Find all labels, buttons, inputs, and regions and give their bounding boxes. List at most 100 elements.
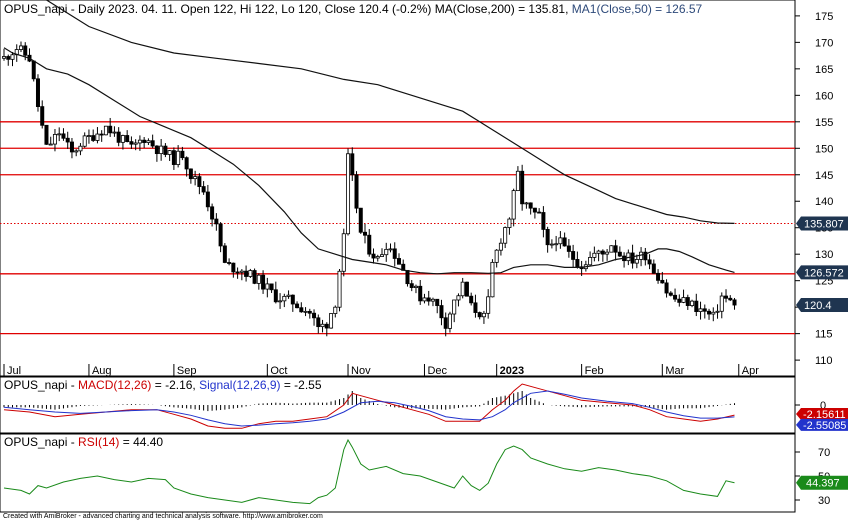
candle bbox=[537, 208, 542, 214]
candle bbox=[613, 239, 618, 261]
candle bbox=[324, 322, 329, 337]
x-tick-label: Sep bbox=[177, 365, 197, 377]
candle bbox=[375, 254, 380, 262]
candle bbox=[396, 253, 401, 265]
candle bbox=[477, 311, 482, 320]
candle bbox=[409, 280, 414, 292]
candle bbox=[363, 223, 368, 244]
last-value-badge: 126.572 bbox=[796, 265, 848, 280]
candle bbox=[222, 243, 227, 264]
candle bbox=[379, 248, 384, 257]
candle bbox=[681, 289, 686, 304]
candle bbox=[371, 248, 376, 264]
candle bbox=[566, 239, 571, 258]
candle bbox=[273, 281, 278, 304]
candle bbox=[724, 289, 729, 303]
candle bbox=[460, 277, 465, 299]
date-x-axis: Jul Aug Sep Oct Nov Dec 2023 Feb Mar Apr bbox=[3, 364, 759, 377]
candle bbox=[346, 148, 351, 236]
candle bbox=[562, 232, 567, 247]
y-tick-label: 155 bbox=[815, 117, 833, 129]
candle bbox=[426, 290, 431, 306]
candle bbox=[193, 170, 198, 186]
x-tick-label: Aug bbox=[92, 365, 112, 377]
y-tick-label: 160 bbox=[815, 90, 833, 102]
candle bbox=[142, 137, 147, 149]
candle bbox=[205, 184, 210, 212]
y-tick-label: 175 bbox=[815, 11, 833, 23]
rsi-tick-label: 30 bbox=[818, 495, 830, 507]
candle bbox=[617, 246, 622, 257]
svg-text:126.572: 126.572 bbox=[804, 267, 844, 279]
candle bbox=[163, 143, 168, 158]
candle bbox=[201, 181, 206, 195]
candle bbox=[481, 310, 486, 324]
candle bbox=[592, 246, 597, 262]
candle bbox=[384, 242, 389, 262]
candle bbox=[171, 147, 176, 170]
x-tick-label: Nov bbox=[351, 365, 371, 377]
candle bbox=[269, 283, 274, 293]
candle bbox=[35, 74, 40, 112]
candle bbox=[702, 304, 707, 319]
rsi-last-value-badges: 44.397 bbox=[796, 475, 848, 490]
candle bbox=[61, 128, 66, 141]
credit-footer: Created with AmiBroker - advanced charti… bbox=[3, 513, 323, 520]
ma200-line bbox=[46, 0, 735, 224]
y-tick-label: 115 bbox=[815, 329, 833, 341]
candle bbox=[715, 304, 720, 319]
candle bbox=[299, 302, 304, 313]
svg-text:-2.55085: -2.55085 bbox=[803, 420, 846, 432]
candle bbox=[439, 299, 444, 326]
candle bbox=[677, 294, 682, 307]
x-tick-label: Dec bbox=[427, 365, 447, 377]
candle bbox=[239, 269, 244, 281]
candle bbox=[95, 127, 100, 144]
macd-tick-label: 0 bbox=[820, 400, 826, 412]
ma50-line bbox=[3, 47, 735, 275]
last-value-badge: 120.4 bbox=[796, 298, 848, 313]
candle bbox=[668, 291, 673, 297]
candle bbox=[571, 244, 576, 268]
candle bbox=[303, 307, 308, 317]
candle bbox=[609, 245, 614, 253]
candle bbox=[358, 207, 363, 234]
candle bbox=[664, 279, 669, 298]
candle bbox=[651, 259, 656, 274]
candle bbox=[146, 138, 151, 145]
candle bbox=[588, 251, 593, 266]
candle bbox=[18, 41, 23, 53]
candle bbox=[575, 251, 580, 269]
candle bbox=[74, 149, 79, 157]
macd-value-badge: -2.15611 bbox=[796, 408, 848, 421]
candle bbox=[673, 288, 678, 302]
x-tick-label: Apr bbox=[742, 365, 759, 377]
candle bbox=[498, 238, 503, 256]
price-last-value-badges: 135.807 126.572 120.4 bbox=[796, 216, 848, 313]
candle bbox=[520, 164, 525, 211]
candle bbox=[447, 311, 452, 333]
rsi-panel: OPUS_napi - RSI(14) = 44.40 305070 44.39… bbox=[0, 433, 848, 513]
candle bbox=[707, 308, 712, 320]
x-tick-label: 2023 bbox=[500, 365, 524, 377]
candle bbox=[541, 206, 546, 238]
candle bbox=[528, 202, 533, 215]
signal-line bbox=[3, 390, 735, 427]
candle bbox=[452, 299, 457, 323]
candle bbox=[443, 312, 448, 337]
macd-panel-title: OPUS_napi - MACD(12,26) = -2.16, Signal(… bbox=[4, 378, 322, 392]
candle bbox=[430, 297, 435, 307]
candle bbox=[486, 289, 491, 319]
candle bbox=[44, 124, 49, 145]
candle bbox=[57, 127, 62, 142]
candle bbox=[231, 262, 236, 278]
candle bbox=[116, 127, 121, 147]
candle bbox=[286, 290, 291, 299]
candle bbox=[515, 166, 520, 192]
macd-line bbox=[3, 383, 735, 429]
svg-text:44.397: 44.397 bbox=[806, 478, 840, 490]
candle bbox=[456, 293, 461, 307]
candle bbox=[261, 270, 266, 294]
candle bbox=[52, 129, 57, 152]
